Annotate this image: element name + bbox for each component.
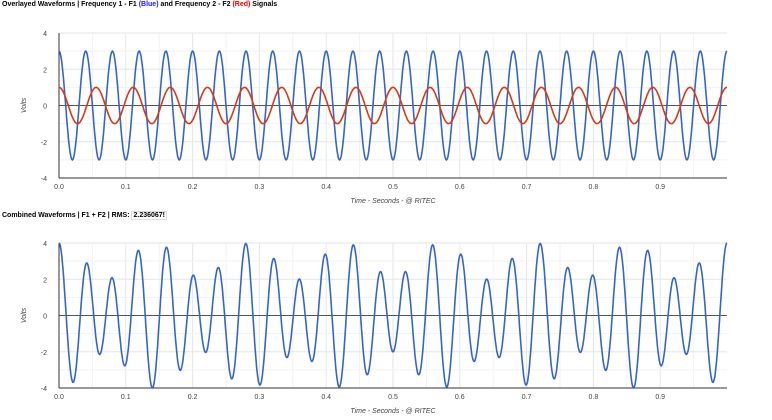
x-tick-label: 0.4 bbox=[321, 184, 331, 191]
y-tick-label: 2 bbox=[43, 277, 47, 284]
series-line-1 bbox=[58, 242, 728, 389]
y-tick-label: 0 bbox=[43, 314, 47, 321]
x-tick-label: 0.3 bbox=[255, 394, 265, 401]
y-tick-label: 2 bbox=[43, 67, 47, 74]
x-tick-label: 0.8 bbox=[589, 394, 599, 401]
chart2-combined: 0.0 0.1 0.2 0.3 0.4 0.5 0.6 0.7 0.8 0.9 4 2 0 -2 -4 Tim… bbox=[21, 241, 728, 415]
x-tick-label: 0.9 bbox=[655, 394, 665, 401]
chart2-title: Combined Waveforms | F1 + F2 | RMS: 2.23… bbox=[2, 211, 168, 220]
y-tick-label: 4 bbox=[43, 31, 47, 38]
chart1-title: Overlayed Waveforms | Frequency 1 - F1 (… bbox=[2, 1, 278, 8]
x-axis-label: Time - Seconds - @ RITEC bbox=[350, 198, 436, 205]
x-tick-label: 0.6 bbox=[455, 184, 465, 191]
y-tick-label: -2 bbox=[41, 140, 47, 147]
x-tick-label: 0.7 bbox=[522, 394, 532, 401]
x-tick-label: 0.2 bbox=[188, 394, 198, 401]
x-tick-label: 0.5 bbox=[388, 394, 398, 401]
x-tick-label: 0.0 bbox=[54, 394, 64, 401]
series-line-1 bbox=[58, 50, 728, 161]
x-tick-label: 0.0 bbox=[54, 184, 64, 191]
x-tick-label: 0.9 bbox=[655, 184, 665, 191]
x-tick-label: 0.8 bbox=[589, 184, 599, 191]
x-tick-label: 0.5 bbox=[388, 184, 398, 191]
x-axis-label: Time - Seconds - @ RITEC bbox=[350, 408, 436, 415]
y-tick-label: -4 bbox=[41, 386, 47, 393]
x-tick-label: 0.4 bbox=[321, 394, 331, 401]
rms-value: 2.236067! bbox=[131, 211, 168, 220]
x-tick-label: 0.2 bbox=[188, 184, 198, 191]
series-line-2 bbox=[59, 86, 727, 125]
x-tick-label: 0.1 bbox=[121, 394, 131, 401]
x-tick-label: 0.3 bbox=[255, 184, 265, 191]
x-tick-label: 0.1 bbox=[121, 184, 131, 191]
x-tick-label: 0.6 bbox=[455, 394, 465, 401]
x-tick-label: 0.7 bbox=[522, 184, 532, 191]
y-axis-label: Volts bbox=[21, 97, 28, 113]
y-tick-label: 4 bbox=[43, 241, 47, 248]
chart1-overlay: 0.0 0.1 0.2 0.3 0.4 0.5 0.6 0.7 0.8 0.9 4 2 0 -2 -4 Tim… bbox=[21, 31, 728, 205]
y-axis-label: Volts bbox=[21, 307, 28, 323]
y-tick-label: 0 bbox=[43, 104, 47, 111]
y-tick-label: -4 bbox=[41, 176, 47, 183]
y-tick-label: -2 bbox=[41, 350, 47, 357]
